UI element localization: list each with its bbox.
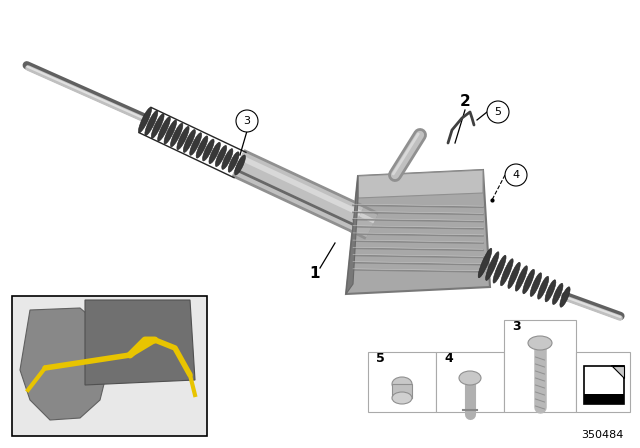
Bar: [392, 384, 412, 398]
Ellipse shape: [392, 377, 412, 391]
Ellipse shape: [528, 336, 552, 350]
Ellipse shape: [228, 152, 239, 172]
Ellipse shape: [515, 266, 527, 291]
Text: 5: 5: [376, 352, 385, 365]
Ellipse shape: [215, 146, 227, 167]
Ellipse shape: [235, 155, 245, 175]
Ellipse shape: [530, 273, 541, 297]
Ellipse shape: [138, 107, 152, 133]
Ellipse shape: [209, 142, 220, 164]
Ellipse shape: [508, 262, 520, 289]
Polygon shape: [20, 308, 110, 420]
Bar: [368, 352, 436, 412]
Bar: [584, 394, 624, 404]
Ellipse shape: [177, 126, 189, 150]
Text: 2: 2: [460, 95, 470, 109]
Ellipse shape: [151, 114, 164, 138]
Circle shape: [236, 110, 258, 132]
Circle shape: [487, 101, 509, 123]
Ellipse shape: [493, 255, 506, 283]
Polygon shape: [85, 300, 195, 385]
Polygon shape: [612, 366, 624, 378]
Ellipse shape: [486, 252, 499, 280]
Ellipse shape: [500, 259, 513, 286]
Ellipse shape: [189, 133, 202, 155]
Ellipse shape: [221, 149, 233, 169]
Ellipse shape: [545, 280, 556, 302]
Polygon shape: [584, 366, 624, 404]
Ellipse shape: [196, 136, 208, 158]
Ellipse shape: [392, 392, 412, 404]
Ellipse shape: [164, 120, 177, 144]
Polygon shape: [346, 176, 358, 294]
Ellipse shape: [478, 248, 492, 278]
Text: 4: 4: [513, 170, 520, 180]
Ellipse shape: [523, 269, 534, 294]
Ellipse shape: [202, 139, 214, 161]
Polygon shape: [358, 170, 483, 198]
Ellipse shape: [560, 287, 570, 307]
Bar: [576, 352, 630, 412]
Ellipse shape: [170, 123, 183, 147]
Bar: [436, 352, 504, 412]
Bar: [504, 320, 576, 412]
Ellipse shape: [459, 371, 481, 385]
Text: 4: 4: [444, 352, 452, 365]
Text: 1: 1: [310, 267, 320, 281]
Polygon shape: [346, 170, 490, 294]
Text: 5: 5: [495, 107, 502, 117]
Ellipse shape: [538, 276, 548, 299]
Circle shape: [505, 164, 527, 186]
Ellipse shape: [183, 129, 195, 152]
Ellipse shape: [552, 283, 563, 305]
Text: 350484: 350484: [582, 430, 624, 440]
Text: 3: 3: [512, 320, 520, 333]
Bar: [12, 296, 207, 436]
Text: 3: 3: [243, 116, 250, 126]
Ellipse shape: [145, 111, 158, 136]
Ellipse shape: [157, 117, 170, 141]
